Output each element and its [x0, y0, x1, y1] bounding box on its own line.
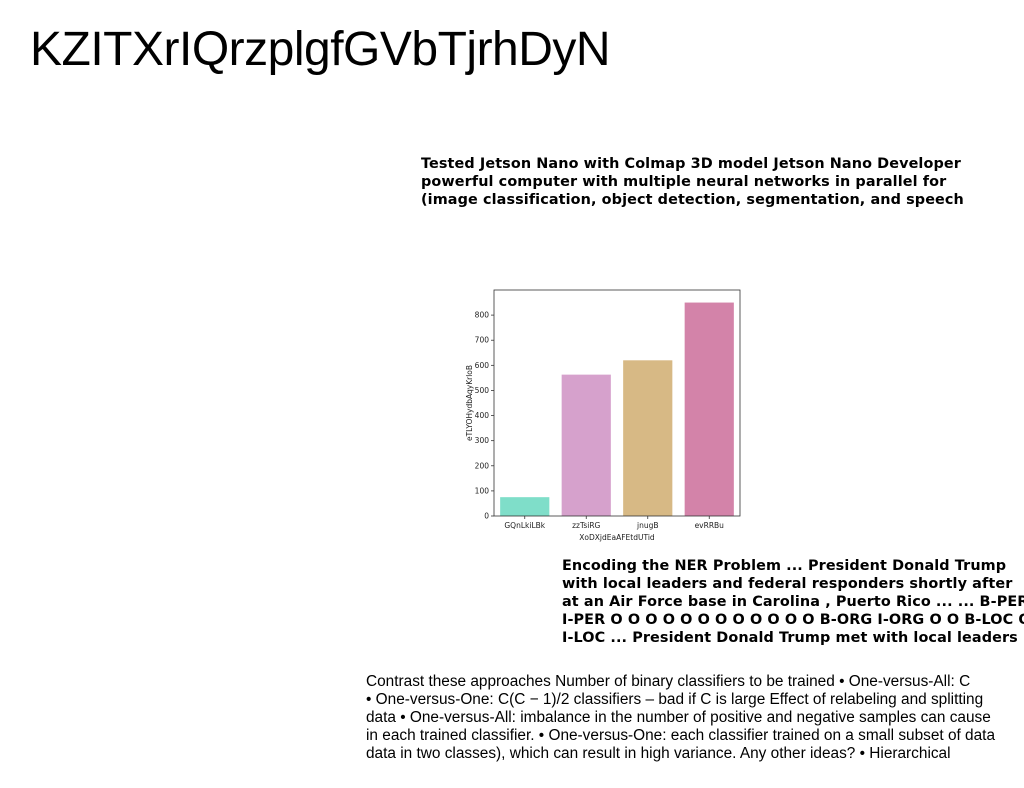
page-title: KZITXrIQrzplgfGVbTjrhDyN [30, 23, 611, 76]
y-tick-label: 200 [475, 461, 490, 470]
y-axis-label: eTLYOHydbAqyKrloB [465, 365, 474, 441]
text-line: (image classification, object detection,… [421, 192, 964, 208]
text-line: in each trained classifier. • One-versus… [366, 727, 996, 744]
y-tick-label: 800 [475, 311, 490, 320]
bar-jnugB [623, 360, 673, 516]
x-axis-label: XoDXjdEaAFEtdUTid [579, 533, 655, 542]
bar-chart: 0 100 200 300 400 500 600 700 800 GQnLkiLBk zzTsiR… [460, 282, 750, 550]
text-line: I-LOC ... President Donald Trump met wit… [562, 630, 1018, 646]
text-line: Contrast these approaches Number of bina… [366, 673, 971, 690]
bar-GQnLkiLBk [500, 497, 550, 516]
x-tick-label: evRRBu [695, 521, 725, 530]
text-line: I-PER O O O O O O O O O O O O B-ORG I-OR… [562, 612, 1024, 628]
y-tick-label: 300 [475, 436, 490, 445]
text-line: Encoding the NER Problem ... President D… [562, 558, 1007, 574]
plot-frame [493, 289, 741, 517]
y-tick-label: 100 [475, 486, 490, 495]
x-tick-label: zzTsiRG [572, 521, 600, 530]
text-block-classifiers: Contrast these approaches Number of bina… [366, 673, 995, 763]
text-line: at an Air Force base in Carolina , Puert… [562, 594, 1024, 610]
text-line: with local leaders and federal responder… [562, 576, 1013, 592]
text-line: • One-versus-One: C(C − 1)/2 classifiers… [366, 691, 984, 708]
y-tick-label: 600 [475, 361, 490, 370]
bar-chart-svg: 0 100 200 300 400 500 600 700 800 GQnLkiLBk zzTsiR… [465, 289, 741, 542]
bar-zzTsiRG [561, 374, 611, 516]
y-tick-label: 700 [475, 336, 490, 345]
text-line: Tested Jetson Nano with Colmap 3D model … [421, 156, 961, 172]
text-block-ner: Encoding the NER Problem ... President D… [562, 557, 1024, 647]
text-line: data • One-versus-All: imbalance in the … [366, 709, 991, 726]
y-tick-label: 500 [475, 386, 490, 395]
y-tick-label: 400 [475, 411, 490, 420]
x-tick-label: GQnLkiLBk [504, 521, 545, 530]
x-tick-label: jnugB [636, 521, 659, 530]
text-block-jetson: Tested Jetson Nano with Colmap 3D model … [421, 155, 964, 209]
text-line: powerful computer with multiple neural n… [421, 174, 947, 190]
y-tick-label: 0 [484, 512, 489, 521]
text-line: data in two classes), which can result i… [366, 745, 951, 762]
bar-evRRBu [684, 302, 734, 516]
